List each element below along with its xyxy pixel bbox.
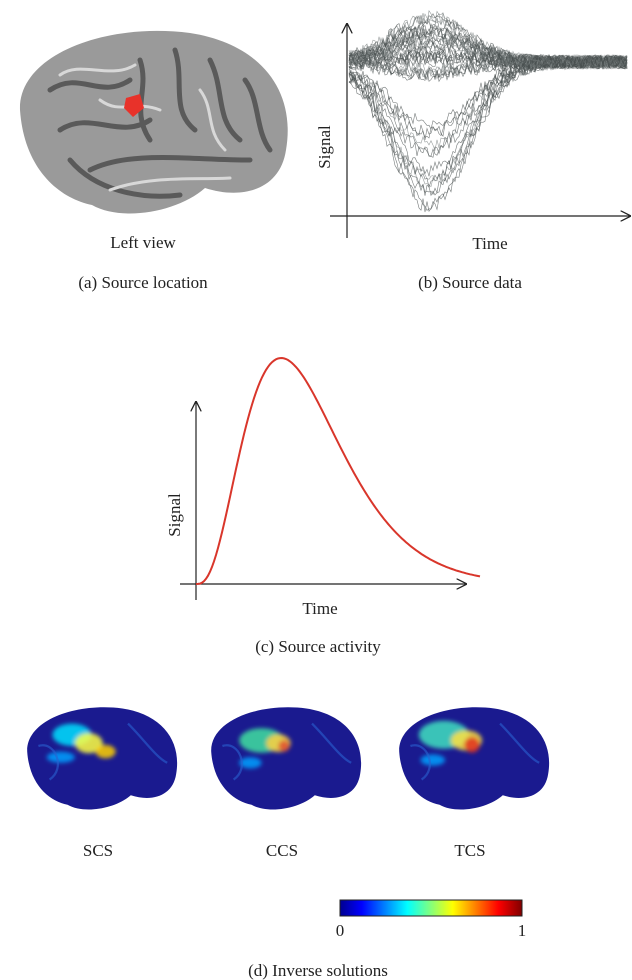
brain-left-view bbox=[19, 30, 288, 214]
source-traces bbox=[348, 10, 628, 213]
inverse-brain bbox=[211, 707, 362, 810]
inverse-brain bbox=[399, 707, 550, 810]
y-axis-label: Signal bbox=[165, 493, 184, 537]
colorbar bbox=[339, 899, 523, 917]
panel-caption: (a) Source location bbox=[78, 273, 208, 292]
inverse-brains: SCS CCS TCS bbox=[27, 707, 550, 860]
panel-caption: (b) Source data bbox=[418, 273, 522, 292]
panel-caption: (d) Inverse solutions bbox=[248, 961, 388, 980]
method-label: SCS bbox=[83, 841, 113, 860]
y-axis-label: Signal bbox=[315, 125, 334, 169]
x-axis-label: Time bbox=[472, 234, 507, 253]
colorbar-min: 0 bbox=[336, 921, 345, 940]
activity-curve bbox=[195, 356, 481, 585]
panel-caption: (c) Source activity bbox=[255, 637, 381, 656]
method-label: TCS bbox=[454, 841, 485, 860]
inverse-brain bbox=[27, 707, 178, 810]
method-label: CCS bbox=[266, 841, 298, 860]
x-axis-label: Time bbox=[302, 599, 337, 618]
view-label: Left view bbox=[110, 233, 176, 252]
colorbar-max: 1 bbox=[518, 921, 527, 940]
